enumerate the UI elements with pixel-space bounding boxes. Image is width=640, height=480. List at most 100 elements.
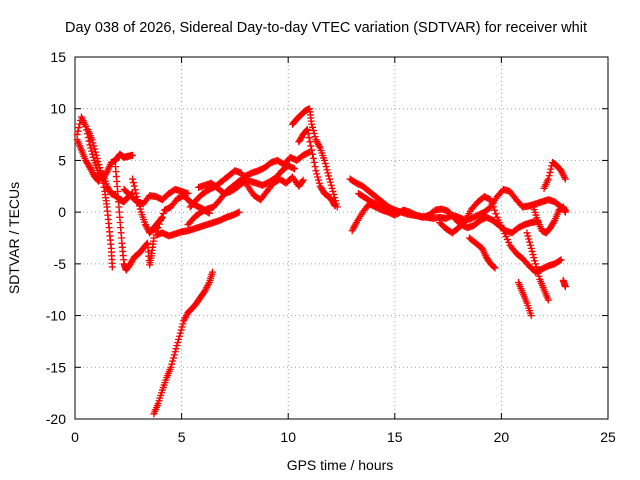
data-point (97, 167, 105, 175)
data-point (235, 208, 243, 216)
data-point (534, 269, 542, 277)
x-tick-label: 10 (280, 429, 296, 445)
data-point (550, 218, 558, 226)
data-point (204, 280, 212, 288)
y-tick-label: 10 (50, 101, 66, 117)
data-point (94, 157, 102, 165)
data-point (154, 224, 162, 232)
data-point (129, 151, 137, 159)
y-tick-label: 5 (58, 152, 66, 168)
data-point (314, 173, 322, 181)
data-point (528, 247, 536, 255)
x-tick-label: 0 (71, 429, 79, 445)
data-point (305, 134, 313, 142)
data-point (533, 266, 541, 274)
data-point (490, 263, 498, 271)
data-point (527, 312, 535, 320)
data-layer (73, 105, 569, 418)
data-point (325, 172, 333, 180)
chart-title: Day 038 of 2026, Sidereal Day-to-day VTE… (65, 20, 587, 36)
x-tick-label: 25 (600, 429, 616, 445)
data-point (547, 165, 555, 173)
data-point (524, 232, 532, 240)
data-point (391, 211, 399, 219)
data-point (561, 283, 569, 291)
data-point (309, 126, 317, 134)
data-point (175, 332, 183, 340)
data-point (75, 124, 83, 132)
data-point (179, 320, 187, 328)
data-point (306, 138, 314, 146)
data-point (488, 199, 496, 207)
data-point (526, 238, 534, 246)
data-point (310, 158, 318, 166)
data-point (331, 202, 339, 210)
data-point (489, 203, 497, 211)
y-tick-label: 0 (58, 204, 66, 220)
data-point (309, 123, 317, 131)
data-point (532, 260, 540, 268)
data-point (171, 348, 179, 356)
data-point (323, 166, 331, 174)
data-point (561, 208, 569, 216)
data-point (169, 354, 177, 362)
data-point (327, 181, 335, 189)
ticks-layer: 0 5 10 15 20 25 -20 -15 -10 -5 0 5 10 15 (46, 49, 616, 445)
data-point (169, 357, 177, 365)
data-point (108, 263, 116, 271)
data-point (129, 179, 137, 187)
data-point (99, 179, 107, 187)
data-point (556, 257, 564, 265)
data-point (159, 210, 167, 218)
data-point (96, 164, 104, 172)
data-point (322, 163, 330, 171)
data-point (561, 175, 569, 183)
data-point (315, 142, 323, 150)
data-point (98, 175, 106, 183)
data-point (532, 263, 540, 271)
data-point (531, 257, 539, 265)
grid-layer (75, 57, 608, 419)
data-point (535, 272, 543, 280)
data-point (130, 182, 138, 190)
data-point (175, 335, 183, 343)
y-tick-label: 15 (50, 49, 66, 65)
data-point (129, 175, 137, 183)
data-point (544, 296, 552, 304)
data-point (530, 254, 538, 262)
data-point (88, 136, 96, 144)
data-point (352, 220, 360, 228)
data-point (174, 338, 182, 346)
data-point (526, 241, 534, 249)
data-point (561, 173, 569, 181)
data-point (97, 171, 105, 179)
data-point (308, 120, 316, 128)
data-point (85, 137, 93, 145)
data-point (176, 329, 184, 337)
data-point (92, 151, 100, 159)
data-point (529, 251, 537, 259)
data-point (544, 175, 552, 183)
data-point (491, 206, 499, 214)
data-point (209, 268, 217, 276)
data-point (304, 130, 312, 138)
data-point (177, 326, 185, 334)
data-point (132, 189, 140, 197)
data-point (291, 165, 299, 173)
data-point (167, 363, 175, 371)
data-point (170, 351, 178, 359)
x-axis-label: GPS time / hours (287, 457, 394, 473)
data-point (172, 345, 180, 353)
y-tick-label: -10 (46, 308, 66, 324)
data-point (95, 161, 103, 169)
data-point (100, 183, 108, 191)
data-point (525, 235, 533, 243)
data-point (326, 178, 334, 186)
x-tick-label: 5 (178, 429, 186, 445)
data-point (143, 240, 151, 248)
data-point (89, 139, 97, 147)
data-point (90, 142, 98, 150)
data-point (173, 342, 181, 350)
data-point (328, 184, 336, 192)
data-series (73, 105, 569, 418)
